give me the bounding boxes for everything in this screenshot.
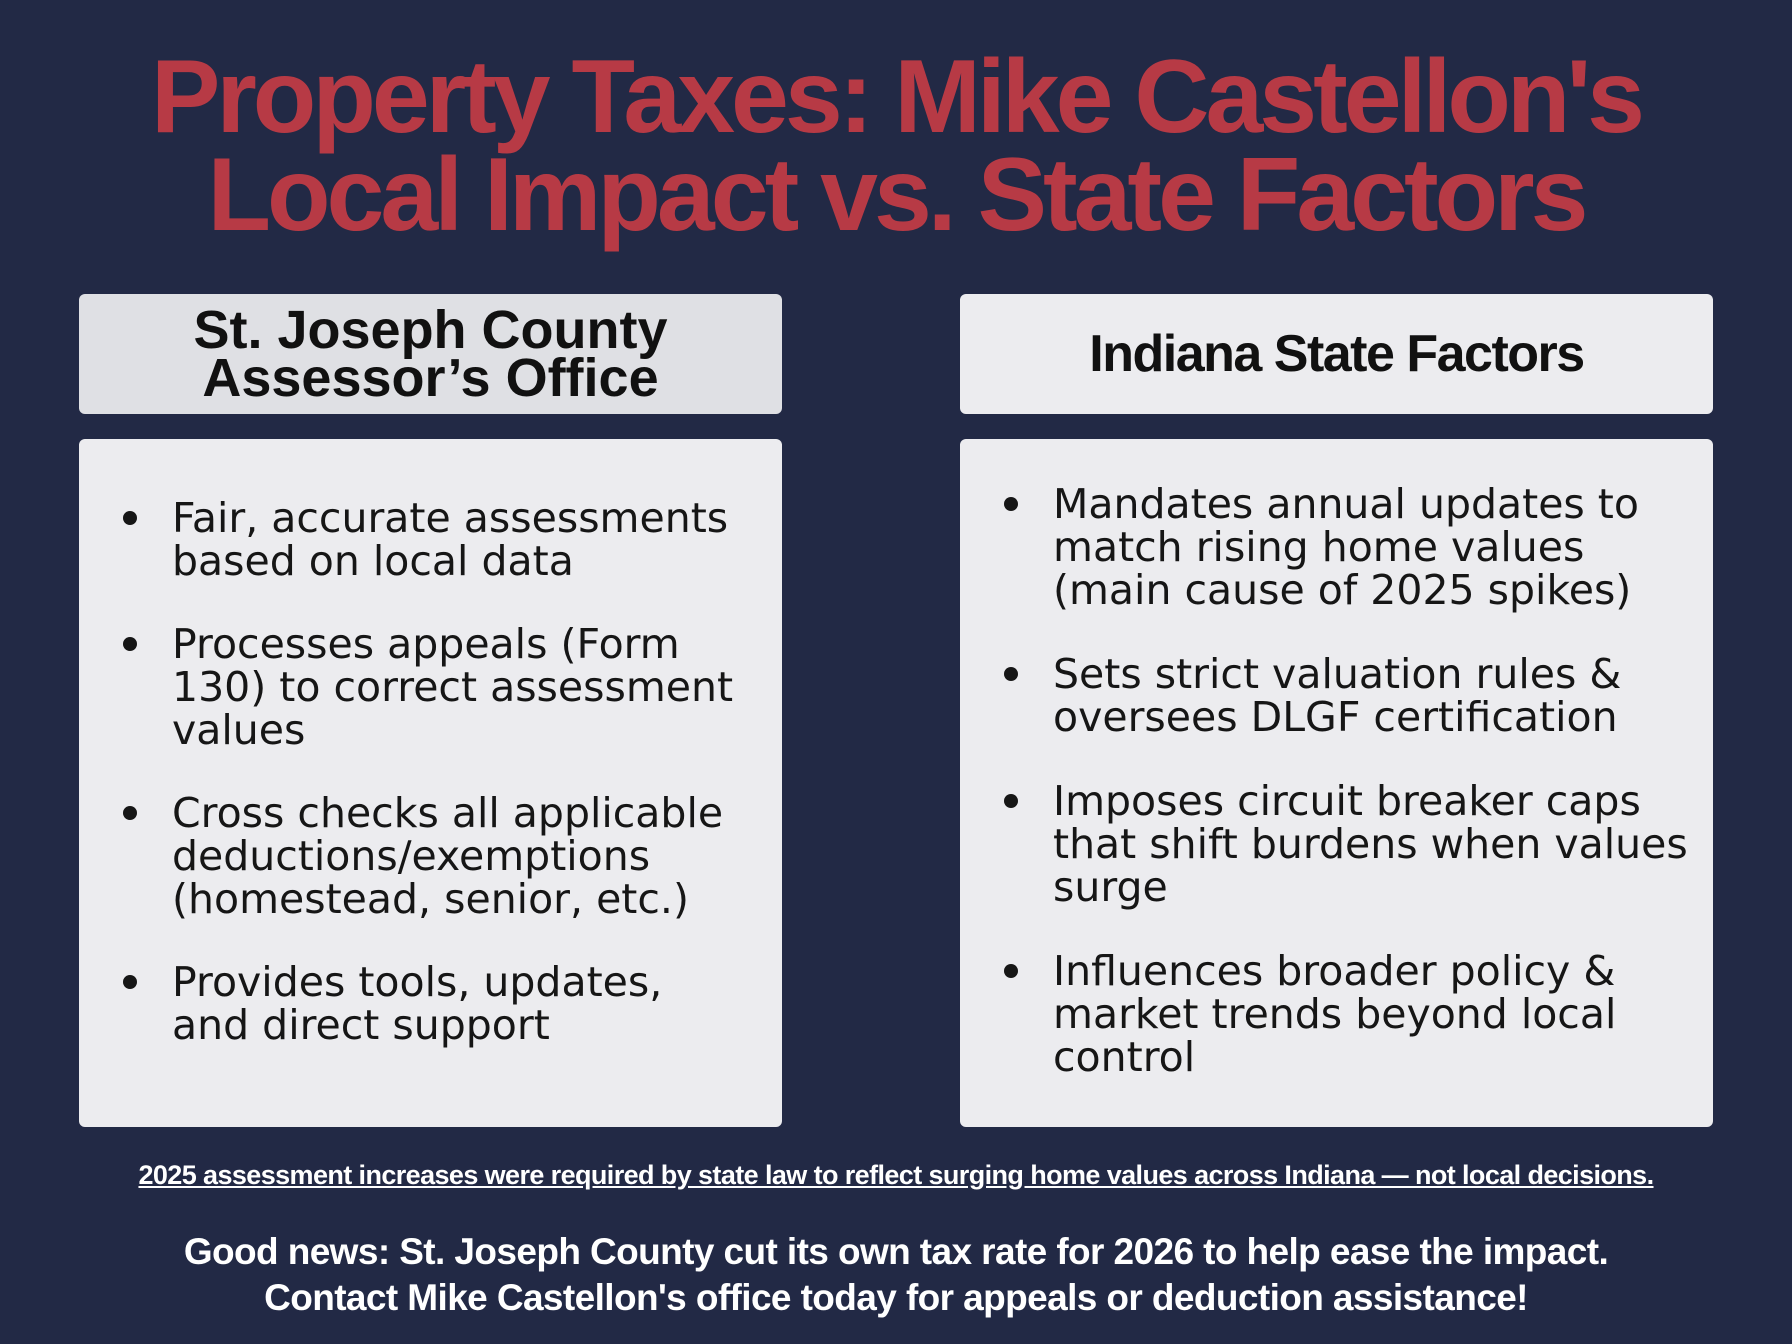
list-item-line: Processes appeals (Form <box>172 620 680 668</box>
footer-message: Good news: St. Joseph County cut its own… <box>0 1229 1792 1321</box>
main-title: Property Taxes: Mike Castellon's Local I… <box>0 39 1792 253</box>
list-item: Fair, accurate assessments based on loca… <box>120 497 762 583</box>
list-item: Processes appeals (Form 130) to correct … <box>120 623 762 752</box>
list-item-line: Influences broader policy & <box>1053 947 1616 995</box>
list-item-line: based on local data <box>172 537 574 585</box>
list-item-line: Provides tools, updates, <box>172 958 663 1006</box>
list-item-line: (homestead, senior, etc.) <box>172 875 689 923</box>
list-item-line: match rising home values <box>1053 523 1585 571</box>
bullet-icon <box>1004 497 1018 511</box>
list-item-line: 130) to correct assessment <box>172 663 734 711</box>
list-item-line: surge <box>1053 863 1168 911</box>
list-item-line: Cross checks all applicable <box>172 789 724 837</box>
state-factors-header: Indiana State Factors <box>960 294 1713 414</box>
list-item: Imposes circuit breaker caps that shift … <box>1001 780 1699 909</box>
bullet-icon <box>123 637 137 651</box>
list-item-line: that shift burdens when values <box>1053 820 1688 868</box>
county-heading-line-2: Assessor’s Office <box>202 348 659 408</box>
bullet-icon <box>123 806 137 820</box>
bullet-icon <box>123 975 137 989</box>
list-item-line: Imposes circuit breaker caps <box>1053 777 1641 825</box>
list-item: Sets strict valuation rules & oversees D… <box>1001 653 1699 739</box>
title-line-2: Local Impact vs. State Factors <box>207 137 1589 253</box>
state-law-footnote: 2025 assessment increases were required … <box>138 1160 1654 1190</box>
list-item: Provides tools, updates, and direct supp… <box>120 961 762 1047</box>
list-item-line: Fair, accurate assessments <box>172 494 729 542</box>
county-assessor-panel: Fair, accurate assessments based on loca… <box>79 439 782 1127</box>
bullet-icon <box>123 511 137 525</box>
list-item: Cross checks all applicable deductions/e… <box>120 792 762 921</box>
list-item-line: Sets strict valuation rules & <box>1053 650 1622 698</box>
bullet-icon <box>1004 794 1018 808</box>
county-heading-line-1: St. Joseph County <box>193 300 668 360</box>
state-factors-list: Mandates annual updates to match rising … <box>1001 483 1699 1079</box>
list-item: Mandates annual updates to match rising … <box>1001 483 1699 612</box>
footer-line-2: Contact Mike Castellon's office today fo… <box>264 1277 1528 1318</box>
list-item-line: market trends beyond local <box>1053 990 1617 1038</box>
list-item-line: oversees DLGF certification <box>1053 693 1618 741</box>
county-assessor-heading: St. Joseph County Assessor’s Office <box>193 300 668 408</box>
county-assessor-header: St. Joseph County Assessor’s Office <box>79 294 782 414</box>
list-item-line: values <box>172 706 306 754</box>
list-item-line: deductions/exemptions <box>172 832 651 880</box>
state-factors-panel: Mandates annual updates to match rising … <box>960 439 1713 1127</box>
list-item: Influences broader policy & market trend… <box>1001 950 1699 1079</box>
state-factors-heading: Indiana State Factors <box>1089 325 1585 383</box>
bullet-icon <box>1004 667 1018 681</box>
footer-line-1: Good news: St. Joseph County cut its own… <box>183 1231 1609 1272</box>
list-item-line: Mandates annual updates to <box>1053 480 1639 528</box>
list-item-line: (main cause of 2025 spikes) <box>1053 566 1632 614</box>
list-item-line: and direct support <box>172 1001 550 1049</box>
title-line-1: Property Taxes: Mike Castellon's <box>150 39 1645 155</box>
list-item-line: control <box>1053 1033 1196 1081</box>
bullet-icon <box>1004 964 1018 978</box>
county-assessor-list: Fair, accurate assessments based on loca… <box>120 497 762 1047</box>
